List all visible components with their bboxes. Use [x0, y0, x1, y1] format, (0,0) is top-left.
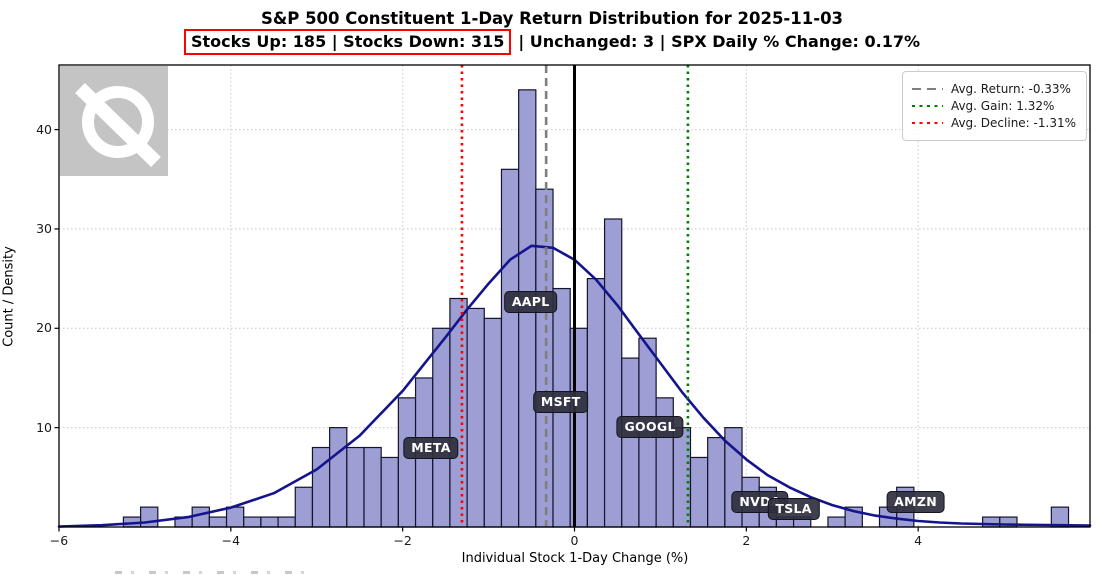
- histogram-bar: [466, 307, 485, 528]
- dotted-line-icon: [911, 104, 943, 108]
- density-curve: [57, 244, 1092, 528]
- legend-label: Avg. Return: -0.33%: [950, 82, 1071, 96]
- histogram-bar: [621, 357, 640, 528]
- legend-item: Avg. Return: -0.33%: [911, 82, 1076, 96]
- subtitle-rest: | Unchanged: 3 | SPX Daily % Change: 0.1…: [518, 32, 920, 51]
- circle-slash-icon: [75, 82, 161, 168]
- histogram-bar: [191, 506, 210, 528]
- histogram-bar: [329, 427, 348, 528]
- histogram-bar: [827, 516, 846, 528]
- x-tick-label: 4: [914, 533, 923, 548]
- x-tick-label: −2: [393, 533, 412, 548]
- stock-label-msft: MSFT: [532, 390, 589, 413]
- histogram-bar: [586, 278, 606, 528]
- histogram-bar: [346, 446, 365, 528]
- histogram-bar: [294, 486, 314, 528]
- stock-label-amzn: AMZN: [886, 491, 945, 514]
- histogram-bar: [689, 456, 709, 528]
- y-tick-label: 40: [36, 121, 52, 137]
- legend-label: Avg. Gain: 1.32%: [950, 99, 1055, 113]
- highlighted-stats: Stocks Up: 185 | Stocks Down: 315: [184, 29, 512, 55]
- histogram-bar: [449, 297, 468, 528]
- x-tick-label: −6: [49, 533, 69, 548]
- y-tick-label: 20: [36, 320, 52, 336]
- histogram-bar: [243, 516, 262, 528]
- dotted-line-icon: [911, 121, 943, 125]
- clipped-footer-text: [115, 571, 311, 574]
- histogram-bar: [603, 218, 623, 528]
- histogram-bar: [397, 397, 417, 528]
- y-tick-label: 30: [36, 220, 52, 236]
- histogram-bar: [140, 506, 159, 528]
- x-tick-label: 0: [570, 533, 579, 548]
- chart-title: S&P 500 Constituent 1-Day Return Distrib…: [260, 9, 844, 28]
- chart-subtitle: Stocks Up: 185 | Stocks Down: 315 | Uncha…: [0, 29, 1104, 55]
- x-axis-title: Individual Stock 1-Day Change (%): [461, 551, 689, 566]
- histogram-bar: [260, 516, 279, 528]
- histogram-bar: [225, 506, 245, 528]
- legend-item: Avg. Gain: 1.32%: [911, 99, 1076, 113]
- histogram-bar: [535, 188, 554, 528]
- x-tick-label: −4: [221, 533, 241, 548]
- stock-label-aapl: AAPL: [503, 291, 558, 314]
- legend-label: Avg. Decline: -1.31%: [950, 116, 1076, 130]
- stock-label-meta: META: [403, 436, 459, 459]
- x-tick-label: 2: [742, 533, 751, 548]
- legend: Avg. Return: -0.33% Avg. Gain: 1.32% Avg. …: [901, 71, 1087, 141]
- stock-label-tsla: TSLA: [767, 498, 820, 521]
- legend-item: Avg. Decline: -1.31%: [911, 116, 1076, 130]
- histogram-bar: [311, 446, 331, 528]
- watermark-logo: [60, 66, 168, 176]
- histogram-bar: [363, 446, 382, 528]
- histogram-bar: [380, 456, 399, 528]
- dashed-line-icon: [911, 87, 943, 91]
- histogram-bar: [500, 168, 520, 528]
- histogram-bar: [432, 327, 451, 528]
- histogram-bar: [569, 327, 588, 528]
- histogram-bar: [277, 516, 296, 528]
- histogram-bar: [208, 516, 228, 528]
- y-axis-title: Count / Density: [1, 246, 17, 347]
- histogram-bar: [707, 436, 726, 528]
- y-tick-label: 10: [36, 419, 52, 435]
- stock-label-googl: GOOGL: [616, 415, 684, 438]
- histogram-bar: [483, 317, 503, 528]
